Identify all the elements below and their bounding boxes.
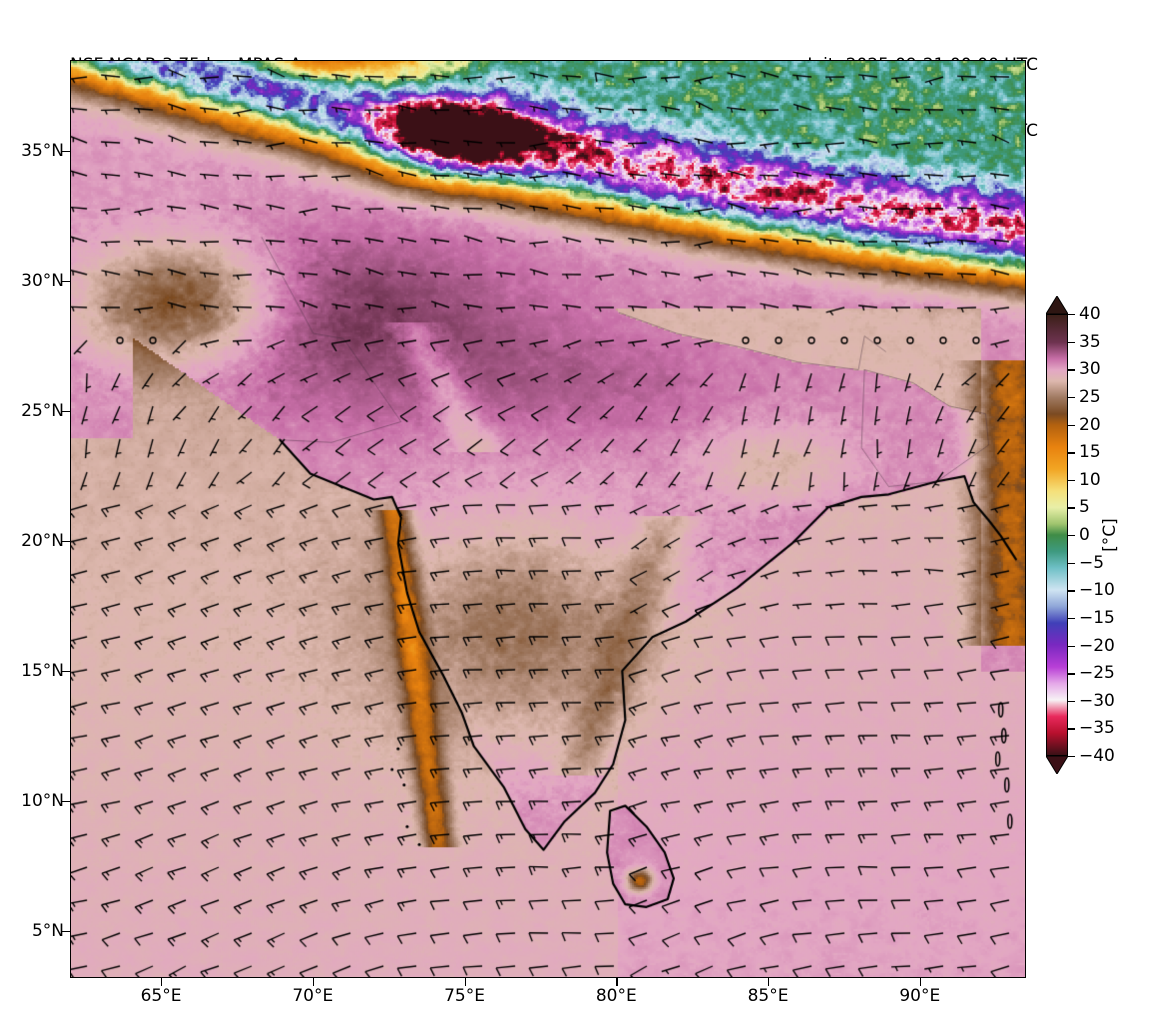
colorbar-tick-label: 25: [1079, 386, 1101, 407]
colorbar-tick-mark: [1068, 728, 1075, 730]
x-axis-tick-label: 70°E: [292, 986, 334, 1006]
colorbar-tick-mark: [1068, 590, 1075, 592]
x-axis-tick-label: 65°E: [140, 986, 182, 1006]
colorbar-tick-label: 35: [1079, 331, 1101, 352]
colorbar-tick-mark: [1068, 424, 1075, 426]
colorbar-tick-label: −5: [1079, 552, 1105, 573]
colorbar-tick-mark: [1068, 700, 1075, 703]
x-axis-tick-label: 80°E: [595, 986, 637, 1006]
colorbar-tick-label: −25: [1079, 663, 1115, 684]
y-axis-tick-label: 20°N: [21, 531, 64, 552]
colorbar[interactable]: 40 35 30 25 20 15 10 5 0 −5 −10 −15 −20 −25 −30 −35 −40 …: [1046, 296, 1158, 774]
y-axis-tick-mark: [62, 671, 70, 673]
y-axis-tick-label: 15°N: [21, 661, 64, 682]
y-axis-tick-label: 35°N: [21, 141, 64, 162]
y-axis-tick-mark: [62, 801, 70, 803]
colorbar-tick-mark: [1068, 341, 1075, 344]
x-axis-tick-label: 85°E: [747, 986, 789, 1006]
colorbar-tick-label: 20: [1079, 414, 1101, 435]
colorbar-tick-label: 40: [1079, 304, 1101, 324]
x-axis-tick-mark: [312, 978, 315, 986]
x-axis-tick-mark: [616, 978, 618, 986]
colorbar-tick-label: 5: [1079, 497, 1090, 518]
colorbar-tick-mark: [1068, 617, 1075, 620]
colorbar-tick-label: −10: [1079, 580, 1115, 601]
colorbar-tick-mark: [1068, 452, 1075, 454]
temperature-wind-map: [71, 61, 1025, 977]
x-axis-tick-label: 75°E: [444, 986, 485, 1006]
x-axis-tick-mark: [768, 978, 770, 986]
y-axis-tick-mark: [62, 151, 70, 153]
colorbar-extend-bottom-arrow-icon: [1046, 756, 1068, 774]
colorbar-tick-mark: [1068, 756, 1075, 758]
y-axis-tick-mark: [62, 931, 70, 933]
colorbar-tick-mark: [1068, 535, 1075, 537]
y-axis-tick-mark: [62, 541, 70, 543]
x-axis-tick-label: 90°E: [899, 986, 941, 1006]
colorbar-tick-label: 15: [1079, 442, 1101, 463]
colorbar-tick-mark: [1068, 673, 1075, 675]
map-plot-area[interactable]: [70, 60, 1026, 978]
y-axis-tick-label: 10°N: [21, 791, 64, 812]
y-axis-tick-mark: [62, 411, 70, 413]
colorbar-gradient: [1046, 314, 1068, 756]
x-axis-tick-mark: [161, 978, 163, 986]
colorbar-tick-mark: [1068, 507, 1075, 509]
x-axis-tick-mark: [919, 978, 922, 986]
colorbar-tick-label: −20: [1079, 635, 1115, 656]
colorbar-tick-mark: [1068, 314, 1075, 316]
y-axis-tick-label: 30°N: [21, 271, 64, 292]
colorbar-tick-mark: [1068, 369, 1075, 371]
colorbar-tick-label: −30: [1079, 690, 1115, 711]
y-axis-tick-label: 25°N: [21, 401, 64, 422]
colorbar-tick-mark: [1068, 396, 1075, 399]
colorbar-tick-label: 0: [1079, 525, 1090, 545]
colorbar-tick-label: −35: [1079, 718, 1115, 739]
colorbar-tick-mark: [1068, 479, 1075, 482]
colorbar-tick-label: 10: [1079, 469, 1101, 490]
colorbar-tick-label: 30: [1079, 359, 1101, 380]
colorbar-tick-label: −40: [1079, 746, 1115, 766]
y-axis-tick-label: 5°N: [31, 921, 64, 942]
colorbar-units-label: [°C]: [1100, 518, 1120, 552]
colorbar-tick-mark: [1068, 645, 1075, 647]
colorbar-tick-mark: [1068, 562, 1075, 565]
colorbar-tick-label: −15: [1079, 607, 1115, 628]
y-axis-tick-mark: [62, 281, 70, 283]
x-axis-tick-mark: [464, 978, 466, 986]
colorbar-extend-top-arrow-icon: [1046, 296, 1068, 314]
